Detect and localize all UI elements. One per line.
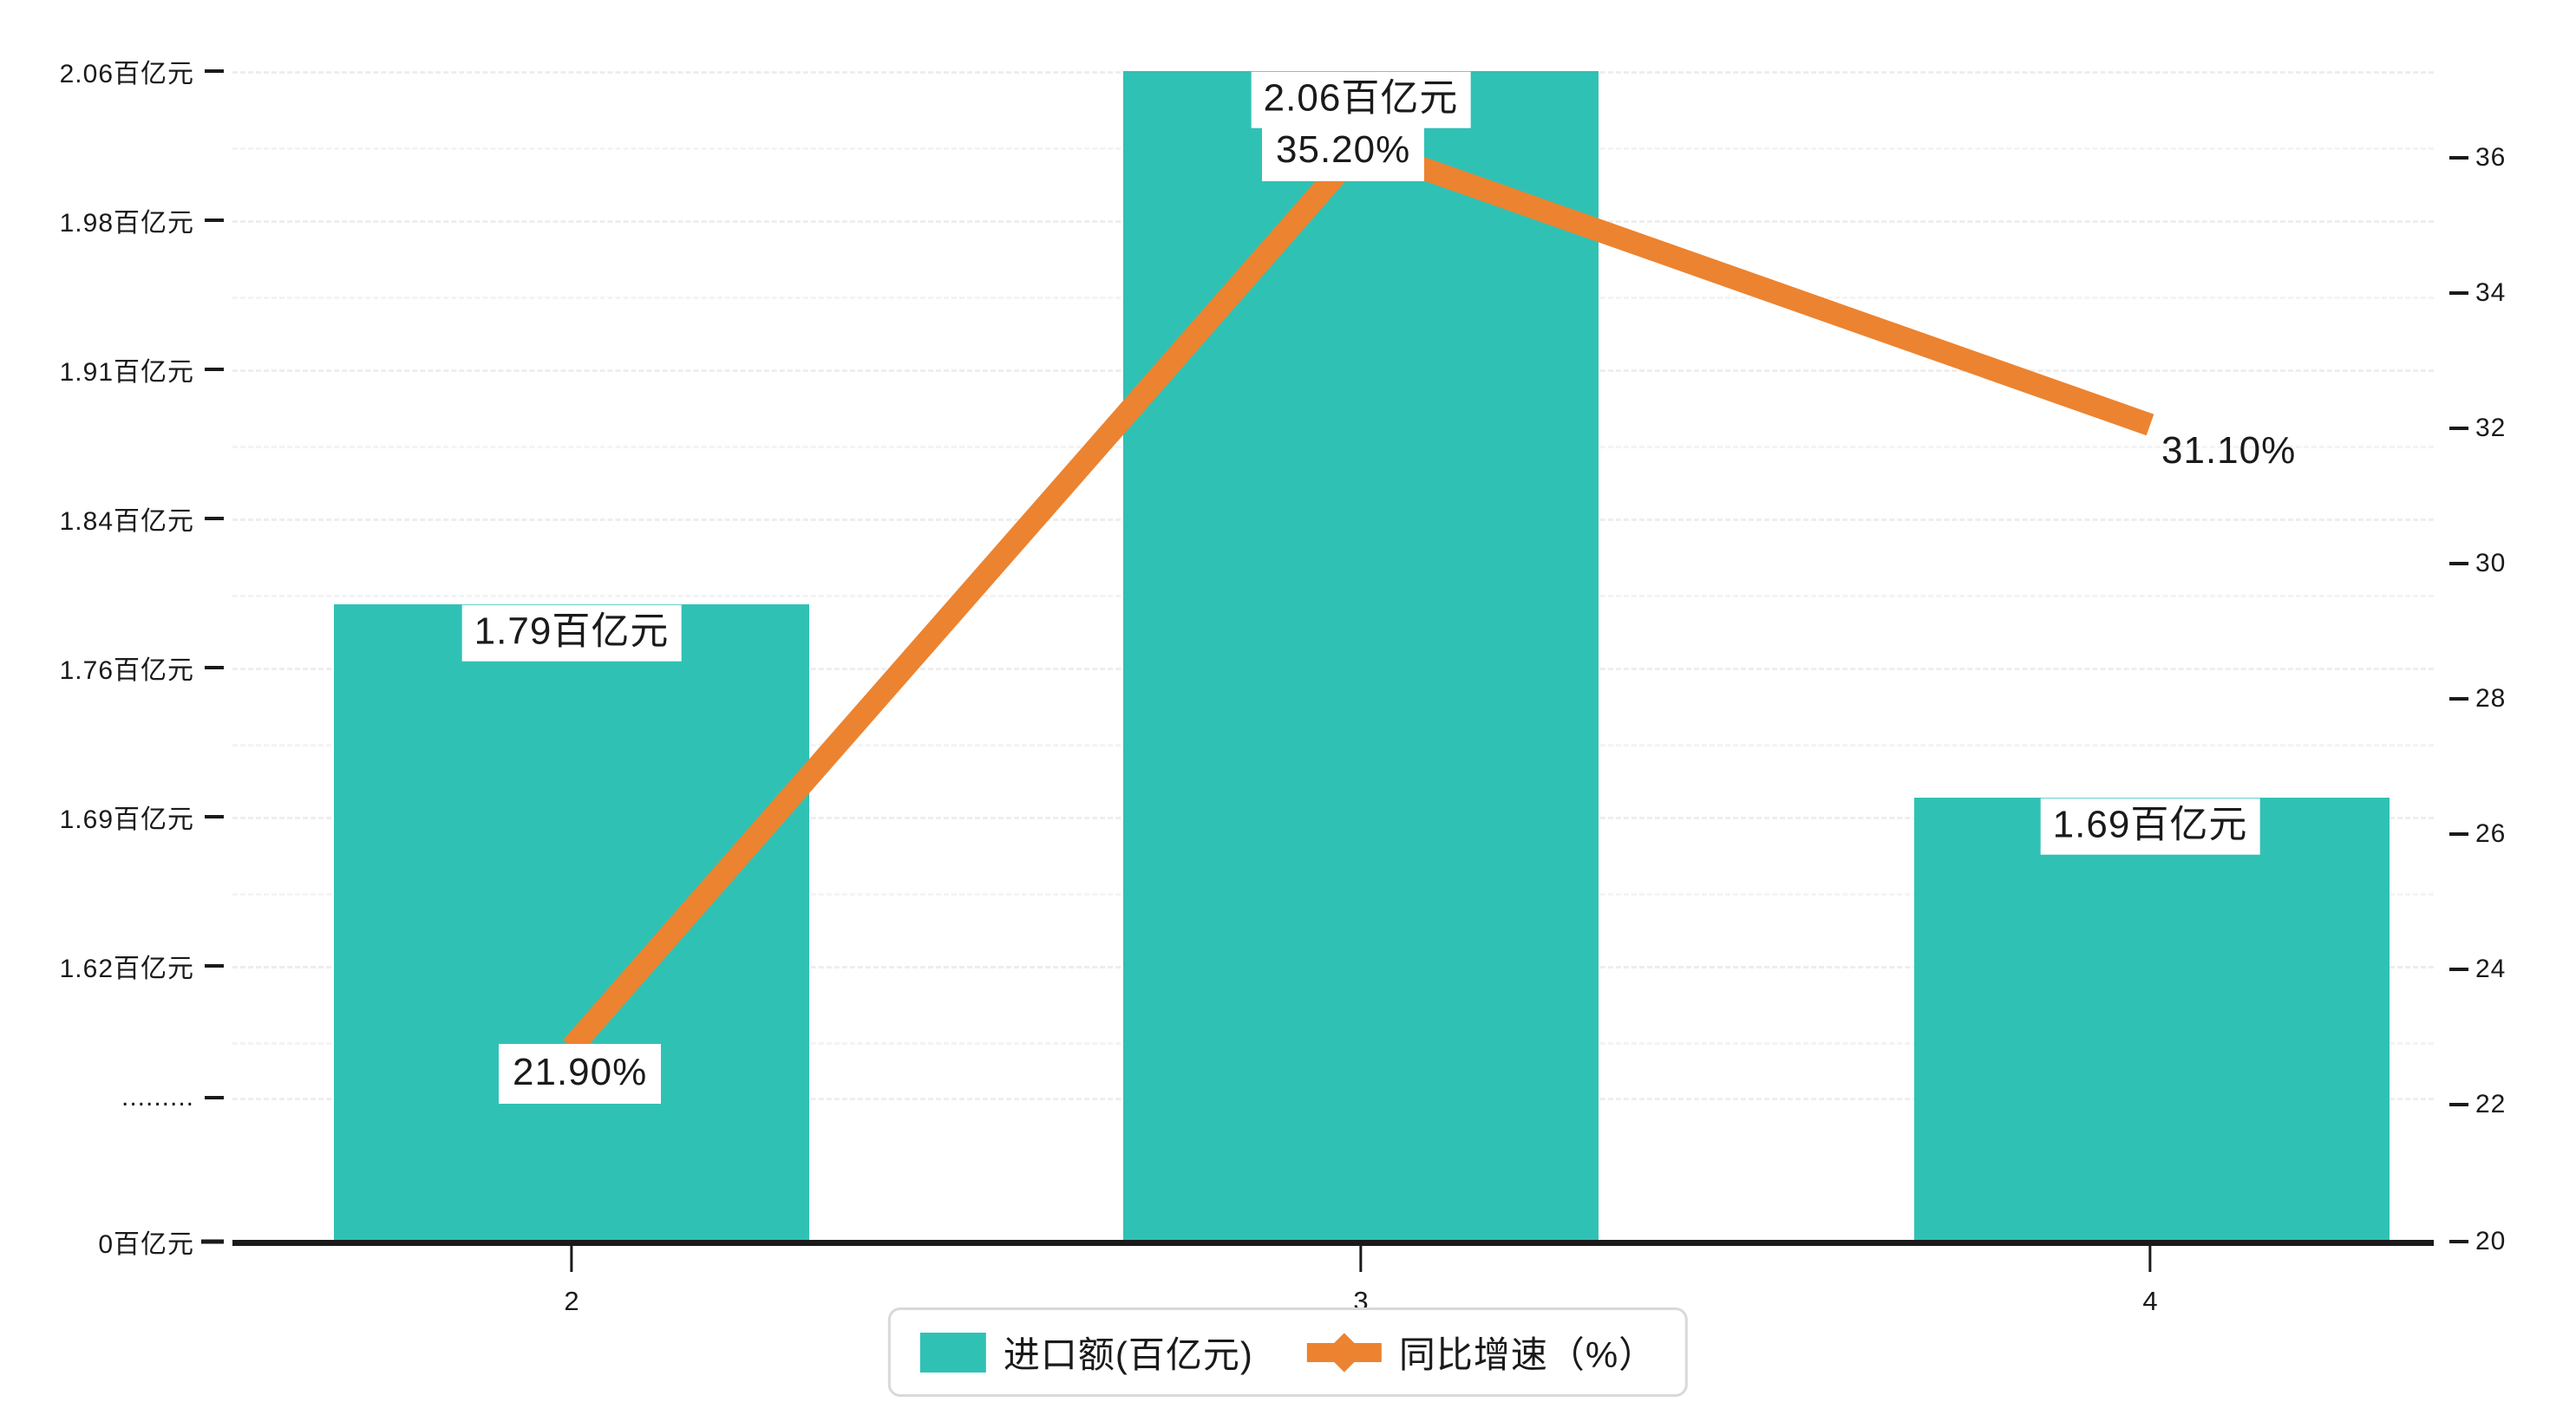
- right-tick-label: 34: [2475, 278, 2507, 307]
- x-tick-label: 4: [2142, 1286, 2158, 1316]
- tick-dash-icon: [205, 1096, 224, 1099]
- left-tick-label: 0百亿元: [98, 1230, 194, 1259]
- left-tick-label: 1.76百亿元: [59, 656, 194, 685]
- bar-value-label-3: 2.06百亿元: [1251, 71, 1471, 128]
- tick-dash-icon: [201, 1239, 224, 1244]
- tick-dash-icon: [2449, 156, 2468, 160]
- right-tick-22: 22: [2449, 1090, 2507, 1119]
- line-value-label-4: 31.10%: [2161, 429, 2297, 472]
- tick-dash-icon: [205, 666, 224, 669]
- right-tick-26: 26: [2449, 819, 2507, 849]
- line-value-label-3: 35.20%: [1262, 121, 1425, 182]
- x-tick-label: 2: [564, 1286, 579, 1316]
- right-tick-28: 28: [2449, 684, 2507, 714]
- right-axis: 36 34 32 30 28 26 24 22: [2434, 0, 2576, 1415]
- left-tick-label: 1.62百亿元: [59, 955, 194, 983]
- x-tick-3: 3: [1353, 1246, 1369, 1317]
- right-tick-label: 24: [2475, 955, 2507, 983]
- left-tick-1-76: 1.76百亿元: [59, 649, 224, 687]
- right-tick-30: 30: [2449, 549, 2507, 578]
- legend: 进口额(百亿元) 同比增速（%）: [887, 1307, 1689, 1397]
- right-tick-label: 20: [2475, 1227, 2507, 1255]
- right-tick-label: 30: [2475, 549, 2507, 577]
- right-tick-label: 32: [2475, 414, 2507, 442]
- right-tick-label: 26: [2475, 819, 2507, 848]
- axis-break-marker: .........: [121, 1083, 194, 1112]
- left-axis: 2.06百亿元 1.98百亿元 1.91百亿元 1.84百亿元 1.76百亿元 …: [0, 0, 232, 1415]
- tick-dash-icon: [205, 368, 224, 371]
- bar-category-2[interactable]: [334, 604, 809, 1240]
- left-tick-1-91: 1.91百亿元: [59, 350, 224, 388]
- left-tick-axis-break: .........: [121, 1083, 224, 1112]
- right-tick-20: 20: [2449, 1227, 2507, 1256]
- tick-dash-icon: [2449, 697, 2468, 701]
- left-tick-1-69: 1.69百亿元: [59, 798, 224, 836]
- x-axis-spine: [232, 1240, 2434, 1246]
- right-tick-label: 28: [2475, 684, 2507, 713]
- bar-category-3[interactable]: [1123, 71, 1599, 1240]
- legend-item-import-amount[interactable]: 进口额(百亿元): [919, 1326, 1253, 1379]
- line-value-label-2: 21.90%: [499, 1044, 662, 1105]
- right-tick-label: 36: [2475, 143, 2507, 172]
- left-tick-1-84: 1.84百亿元: [59, 499, 224, 538]
- left-tick-label: 1.84百亿元: [59, 507, 194, 536]
- left-tick-label: 2.06百亿元: [59, 60, 194, 88]
- legend-label: 进口额(百亿元): [1003, 1334, 1253, 1375]
- bar-swatch-icon: [919, 1332, 986, 1373]
- bar-category-4[interactable]: [1914, 798, 2390, 1240]
- tick-dash-icon: [2449, 832, 2468, 836]
- bar-value-label-4: 1.69百亿元: [2040, 798, 2260, 855]
- tick-dash-icon: [205, 218, 224, 222]
- right-tick-32: 32: [2449, 414, 2507, 443]
- left-tick-1-98: 1.98百亿元: [59, 201, 224, 239]
- left-tick-label: 1.69百亿元: [59, 805, 194, 834]
- x-tick-2: 2: [564, 1246, 579, 1317]
- tick-dash-icon: [2449, 291, 2468, 295]
- line-diamond-swatch-icon: [1306, 1332, 1382, 1373]
- right-tick-label: 22: [2475, 1090, 2507, 1118]
- tick-line-icon: [570, 1246, 573, 1272]
- left-tick-zero: 0百亿元: [98, 1223, 224, 1261]
- tick-dash-icon: [2449, 1240, 2468, 1243]
- left-tick-label: 1.91百亿元: [59, 358, 194, 387]
- left-tick-label: 1.98百亿元: [59, 209, 194, 238]
- tick-dash-icon: [2449, 562, 2468, 565]
- bar-value-label-2: 1.79百亿元: [461, 604, 682, 662]
- tick-dash-icon: [2449, 1103, 2468, 1106]
- tick-dash-icon: [2449, 968, 2468, 971]
- left-tick-1-62: 1.62百亿元: [59, 947, 224, 985]
- tick-line-icon: [1359, 1246, 1363, 1272]
- right-tick-34: 34: [2449, 278, 2507, 308]
- tick-line-icon: [2148, 1246, 2152, 1272]
- tick-dash-icon: [2449, 427, 2468, 430]
- legend-item-growth-rate[interactable]: 同比增速（%）: [1306, 1326, 1657, 1379]
- tick-dash-icon: [205, 815, 224, 818]
- tick-dash-icon: [205, 517, 224, 520]
- right-tick-24: 24: [2449, 955, 2507, 984]
- right-tick-36: 36: [2449, 143, 2507, 173]
- legend-diamond-marker-icon: [1324, 1332, 1364, 1373]
- left-tick-2-06: 2.06百亿元: [59, 52, 224, 90]
- legend-label: 同比增速（%）: [1398, 1334, 1657, 1375]
- tick-dash-icon: [205, 964, 224, 968]
- tick-dash-icon: [205, 69, 224, 73]
- x-tick-4: 4: [2142, 1246, 2158, 1317]
